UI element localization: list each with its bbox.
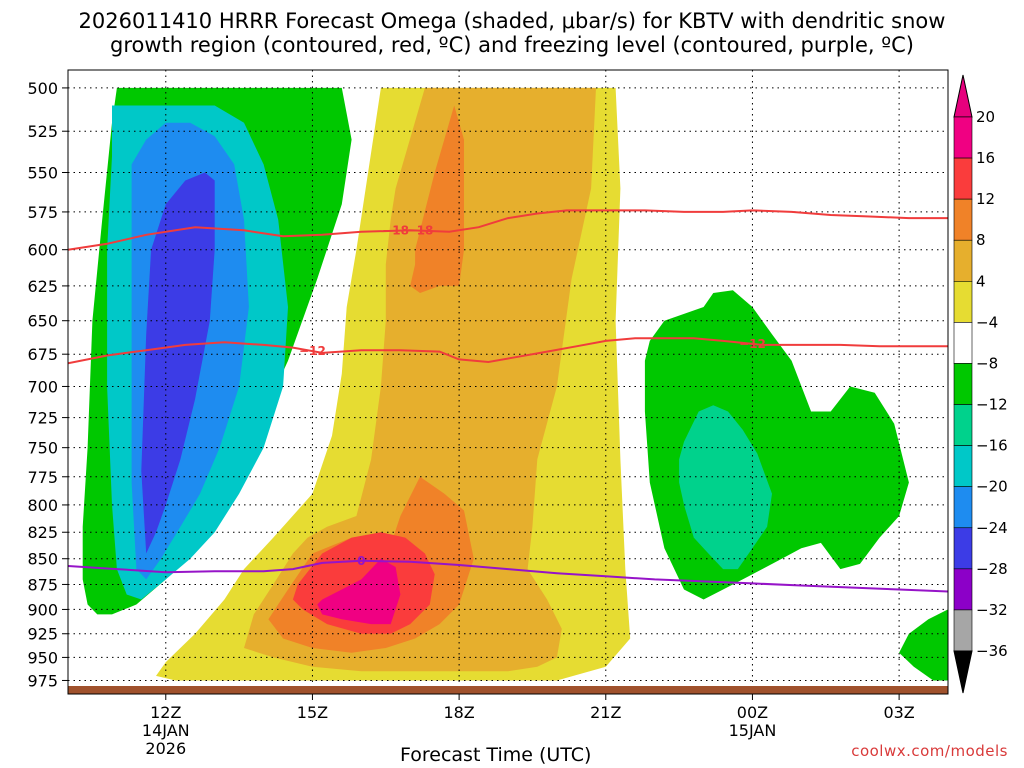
- colorbar-swatch-2: [953, 198, 973, 241]
- x-tick-label-12Z: 12Z: [150, 703, 181, 722]
- colorbar-over-triangle: [953, 74, 973, 118]
- y-tick-label-600: 600: [27, 241, 58, 260]
- colorbar-swatch-3: [953, 239, 973, 282]
- colorbar-label--20: −20: [976, 478, 1008, 496]
- x-tick-sublabel-2026: 2026: [145, 739, 186, 758]
- colorbar-swatch-1: [953, 157, 973, 200]
- chart-title-line-2: growth region (contoured, red, ºC) and f…: [110, 33, 914, 57]
- colorbar-label-8: 8: [976, 231, 986, 249]
- colorbar-label--32: −32: [976, 601, 1008, 619]
- plot-frame: [67, 69, 949, 695]
- y-tick-label-800: 800: [27, 496, 58, 515]
- y-tick-label-650: 650: [27, 312, 58, 331]
- colorbar-swatch-12: [953, 609, 973, 652]
- colorbar-swatch-7: [953, 404, 973, 446]
- colorbar-label--24: −24: [976, 519, 1008, 537]
- contour-lines: −18−18 −12 −12 0: [68, 209, 948, 593]
- y-tick-label-625: 625: [27, 277, 58, 296]
- grid: [68, 70, 948, 694]
- ground-strip: [68, 686, 948, 694]
- x-tick-label-21Z: 21Z: [590, 703, 621, 722]
- axes: 500 525 550 575 600 625 650 675 700 725 750 775 800 8…: [27, 69, 949, 758]
- colorbar-swatch-5: [953, 322, 973, 364]
- colorbar-swatch-10: [953, 527, 973, 570]
- y-tick-label-950: 950: [27, 648, 58, 667]
- omega-region-8-8: [244, 87, 596, 672]
- colorbar-label-12: 12: [976, 190, 995, 208]
- x-tick-label-00Z: 00Z: [737, 703, 768, 722]
- colorbar-label-4: 4: [976, 272, 986, 290]
- colorbar-label--16: −16: [976, 437, 1008, 455]
- y-tick-label-900: 900: [27, 600, 58, 619]
- y-tick-label-700: 700: [27, 377, 58, 396]
- colorbar-swatch-0: [953, 116, 973, 159]
- contour-label--12-0: −12: [299, 344, 326, 358]
- y-tick-label-975: 975: [27, 671, 58, 690]
- colorbar-label-16: 16: [976, 149, 995, 167]
- contour-label--18-0: −18: [407, 224, 434, 238]
- x-axis-label: Forecast Time (UTC): [400, 744, 592, 766]
- x-tick-label-15Z: 15Z: [297, 703, 328, 722]
- y-tick-label-850: 850: [27, 550, 58, 569]
- omega-region--12-2: [899, 609, 948, 681]
- omega-region--24-6: [141, 172, 215, 554]
- colorbar-label--8: −8: [976, 354, 998, 372]
- contour-label--12-1: −12: [739, 337, 766, 351]
- colorbar-label--4: −4: [976, 313, 998, 331]
- chart-title-line-1: 2026011410 HRRR Forecast Omega (shaded, …: [78, 9, 946, 33]
- colorbar-swatch-9: [953, 486, 973, 529]
- y-tick-label-525: 525: [27, 122, 58, 141]
- credit-link[interactable]: coolwx.com/models: [851, 742, 1008, 760]
- terrain-strip: [68, 686, 948, 694]
- contour-label--18-1: −18: [382, 224, 409, 238]
- omega-region-20-12: [317, 558, 401, 625]
- contour-freezing-0: [68, 559, 948, 593]
- y-tick-label-725: 725: [27, 409, 58, 428]
- colorbar-swatch-6: [953, 363, 973, 405]
- colorbar-under-triangle: [953, 650, 973, 694]
- omega-region--8-3: [679, 405, 772, 570]
- contour-label-0-0: 0: [357, 554, 365, 568]
- contour-dendritic--12: [68, 337, 948, 365]
- colorbar-swatch-11: [953, 568, 973, 611]
- y-tick-label-575: 575: [27, 203, 58, 222]
- x-tick-label-03Z: 03Z: [883, 703, 914, 722]
- contour-dendritic--18: [68, 209, 948, 251]
- y-tick-label-875: 875: [27, 575, 58, 594]
- y-tick-label-750: 750: [27, 439, 58, 458]
- x-tick-sublabel-15JAN: 15JAN: [729, 721, 777, 740]
- x-tick-label-18Z: 18Z: [443, 703, 474, 722]
- y-tick-label-500: 500: [27, 79, 58, 98]
- colorbar-label--36: −36: [976, 642, 1008, 660]
- y-tick-label-550: 550: [27, 163, 58, 182]
- colorbar-label--28: −28: [976, 560, 1008, 578]
- y-tick-label-775: 775: [27, 468, 58, 487]
- x-tick-sublabel-14JAN: 14JAN: [142, 721, 190, 740]
- colorbar-label-20: 20: [976, 108, 995, 126]
- colorbar-swatch-8: [953, 445, 973, 487]
- y-tick-label-675: 675: [27, 345, 58, 364]
- colorbar-swatch-4: [953, 281, 973, 323]
- y-tick-label-925: 925: [27, 625, 58, 644]
- y-tick-label-825: 825: [27, 523, 58, 542]
- omega-shading: [82, 87, 948, 681]
- omega-region-12-9: [410, 105, 464, 293]
- colorbar: 20 16 12 8 4 −4 −8 −12 −16 −20 −24 −28 −32 −36: [953, 74, 1008, 694]
- colorbar-label--12: −12: [976, 396, 1008, 414]
